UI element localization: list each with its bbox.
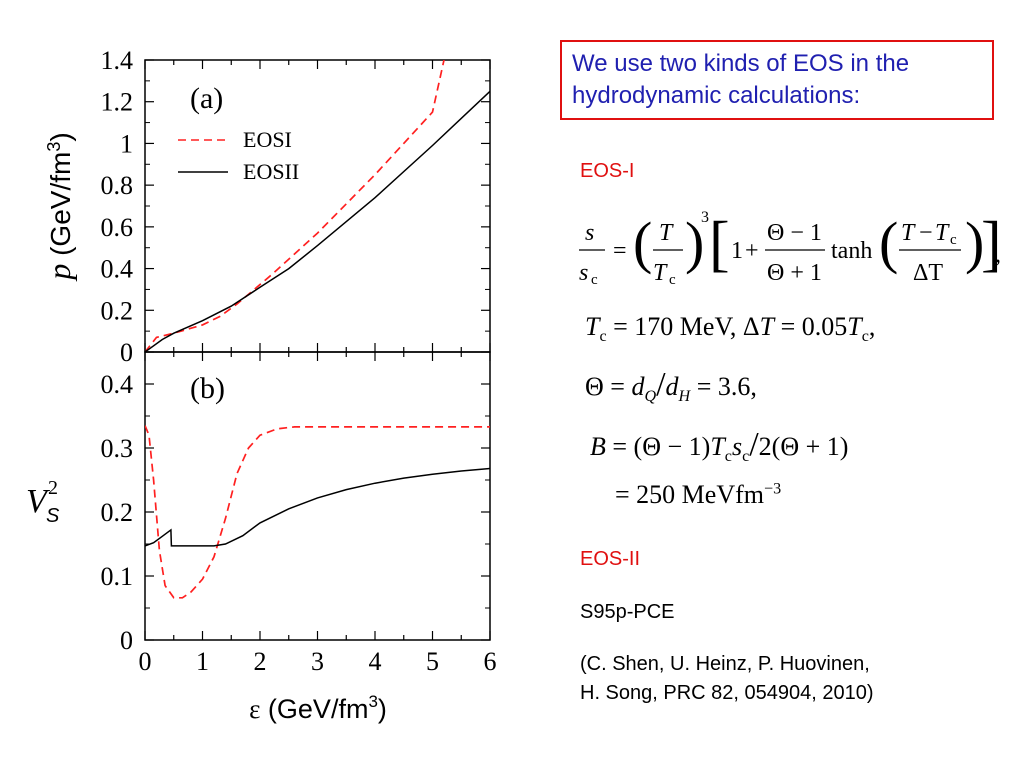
- svg-text:T: T: [659, 220, 674, 246]
- svg-text:c: c: [950, 232, 957, 248]
- x-tick-label: 0: [139, 647, 152, 676]
- eos2-ref-line2: H. Song, PRC 82, 054904, 2010): [580, 682, 874, 704]
- y-tick-label: 0: [120, 338, 133, 367]
- svg-text:tanh: tanh: [831, 238, 872, 264]
- tick-layer: 0 0.2 0.4 0.6 0.8 1 1.2 1.4 0 0.1 0.2 0.3 0.4 0 1 2 3 4 5 6: [101, 46, 497, 676]
- y-tick-label: 0.2: [101, 498, 134, 527]
- svg-text:c: c: [669, 272, 676, 288]
- panel-b-ylabel-exp: 2: [48, 477, 58, 499]
- y-tick-label: 0.4: [101, 370, 134, 399]
- svg-text:): ): [965, 210, 984, 275]
- legend-eosi-label: EOSI: [243, 127, 292, 152]
- eos2-name: S95p-PCE: [580, 601, 675, 623]
- x-tick-label: 6: [484, 647, 497, 676]
- svg-text:+: +: [745, 238, 759, 264]
- panel-a-ylabel: p (GeV/fm3): [41, 132, 77, 281]
- y-tick-label: 0.8: [101, 171, 134, 200]
- x-tick-label: 1: [196, 647, 209, 676]
- eos-figure: 0 0.2 0.4 0.6 0.8 1 1.2 1.4 0 0.1 0.2 0.3 0.4 0 1 2 3 4 5 6…: [26, 46, 497, 724]
- x-axis-label: ε (GeV/fm3): [249, 692, 387, 724]
- svg-text:T: T: [901, 220, 916, 246]
- svg-text:s: s: [585, 220, 594, 246]
- eos-note-line2: hydrodynamic calculations:: [572, 82, 861, 109]
- theta-value: 3.6,: [717, 372, 757, 401]
- svg-text:Θ + 1: Θ + 1: [767, 260, 822, 286]
- tc-value: 170 MeV,: [634, 312, 737, 341]
- svg-text:s: s: [579, 260, 588, 286]
- eos1-tc-equation: Tc = 170 MeV, ΔT = 0.05Tc,: [585, 312, 876, 346]
- svg-text:]: ]: [981, 210, 1002, 278]
- eos2-ref-line1: (C. Shen, U. Heinz, P. Huovinen,: [580, 653, 870, 675]
- series-eosii-panel-a: [145, 90, 490, 352]
- dt-value: 0.05: [801, 312, 848, 341]
- svg-text:3: 3: [701, 209, 709, 226]
- panel-b-ylabel-sub: S: [46, 505, 60, 527]
- y-tick-label: 0.1: [101, 562, 134, 591]
- eos1-bag-equation: B = (Θ − 1)Tcsc/2(Θ + 1): [590, 426, 849, 466]
- y-tick-label: 1: [120, 129, 133, 158]
- x-tick-label: 5: [426, 647, 439, 676]
- y-tick-label: 0: [120, 626, 133, 655]
- y-tick-label: 0.3: [101, 434, 134, 463]
- svg-text:T: T: [653, 260, 668, 286]
- series-eosii-panel-b: [145, 467, 490, 547]
- svg-text:T: T: [935, 220, 950, 246]
- y-tick-label: 1.2: [101, 88, 134, 117]
- svg-text:[: [: [709, 210, 730, 278]
- svg-text:(: (: [879, 210, 898, 275]
- panel-a-label: (a): [190, 82, 223, 115]
- svg-text:Θ − 1: Θ − 1: [767, 220, 822, 246]
- y-tick-label: 0.6: [101, 213, 134, 242]
- svg-text:c: c: [591, 272, 598, 288]
- svg-text:−: −: [919, 220, 933, 246]
- x-tick-label: 2: [254, 647, 267, 676]
- y-tick-label: 0.4: [101, 255, 134, 284]
- svg-text:): ): [685, 210, 704, 275]
- x-tick-label: 3: [311, 647, 324, 676]
- series-eosi-panel-b: [145, 425, 490, 599]
- svg-text:=: =: [613, 238, 627, 264]
- eos-note-line1: We use two kinds of EOS in the: [572, 50, 910, 77]
- eos1-theta-equation: Θ = dQ/dH = 3.6,: [585, 366, 757, 406]
- panel-b-label: (b): [190, 372, 225, 405]
- bag-value: 250 MeVfm: [636, 480, 764, 509]
- x-tick-label: 4: [369, 647, 382, 676]
- eos1-header: EOS-I: [580, 160, 635, 182]
- svg-text:(: (: [633, 210, 652, 275]
- series-layer: [145, 60, 490, 599]
- y-tick-label: 0.2: [101, 296, 134, 325]
- eos-note-box: We use two kinds of EOS in the hydrodyna…: [560, 40, 994, 120]
- eos1-bag-value: = 250 MeVfm−3: [615, 480, 782, 509]
- y-tick-label: 1.4: [101, 46, 134, 75]
- legend-eosii-label: EOSII: [243, 159, 299, 184]
- svg-text:ΔT: ΔT: [913, 260, 943, 286]
- svg-text:,: ,: [995, 242, 1001, 268]
- svg-text:1: 1: [731, 238, 743, 264]
- eos2-header: EOS-II: [580, 548, 641, 570]
- eos2-reference: (C. Shen, U. Heinz, P. Huovinen, H. Song…: [580, 650, 874, 708]
